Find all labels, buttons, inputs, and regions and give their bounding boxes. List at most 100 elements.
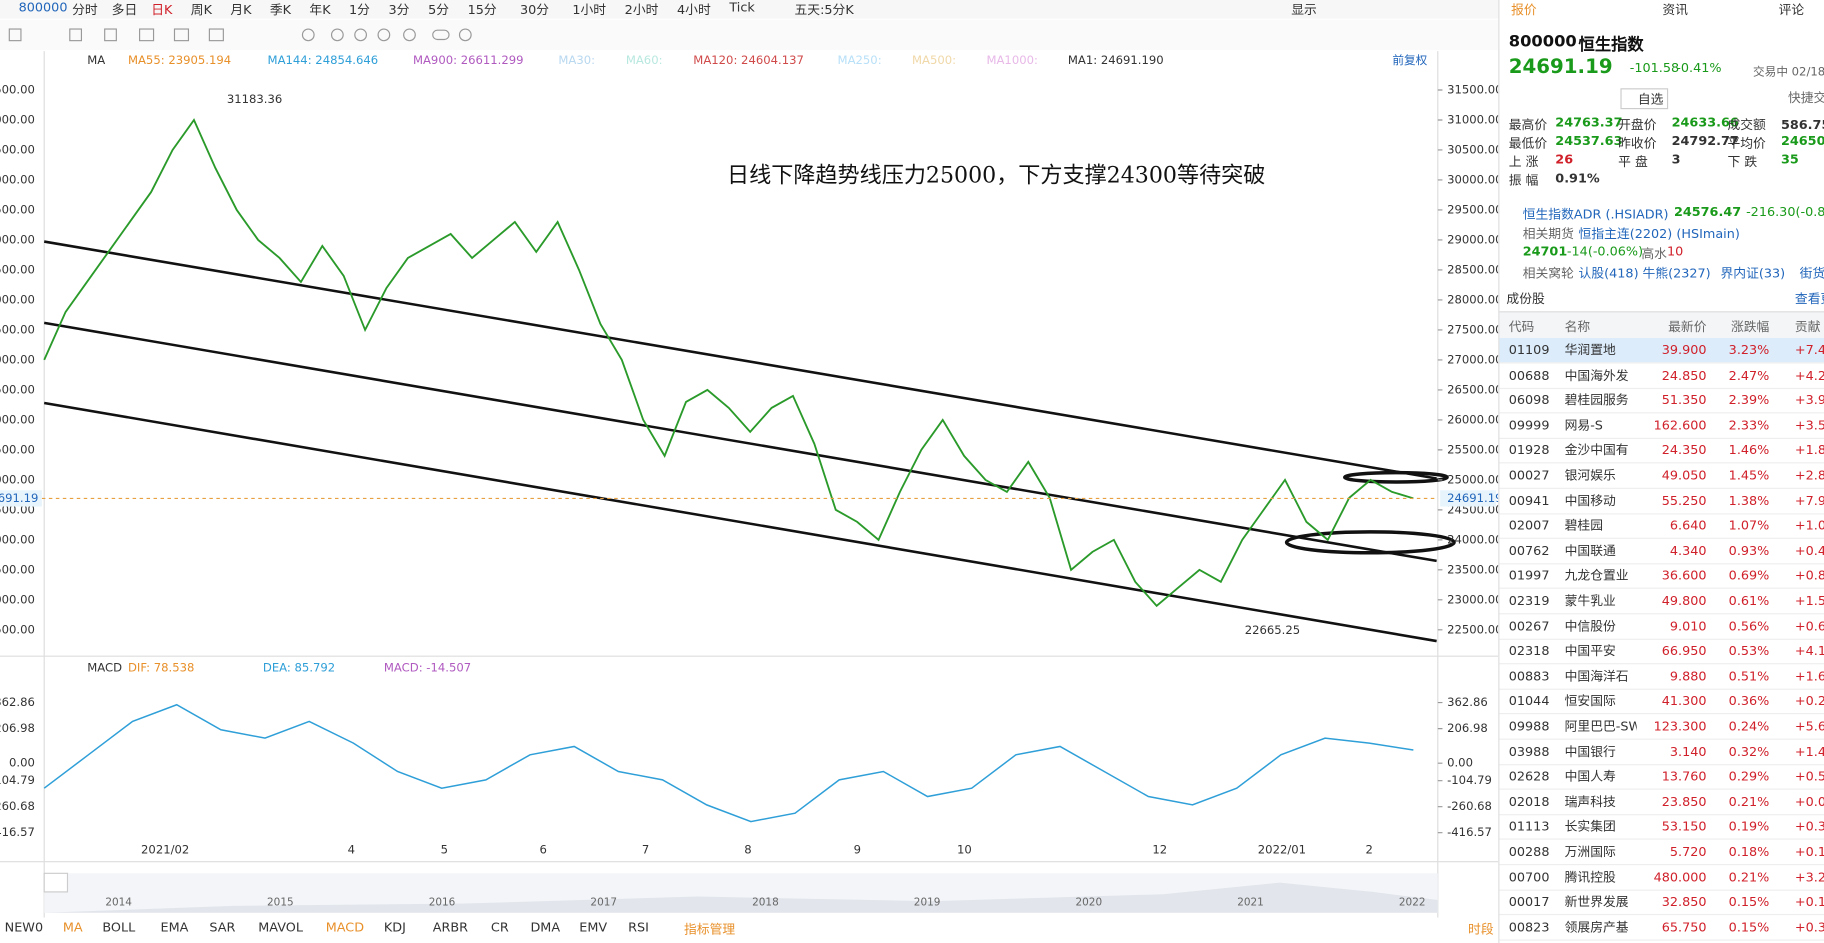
- indicator-tab[interactable]: MACD: [325, 919, 365, 935]
- stock-name[interactable]: 瑞声科技: [1564, 794, 1616, 810]
- period-tab[interactable]: 年K: [309, 2, 331, 18]
- watch-button[interactable]: 自选: [1620, 88, 1669, 110]
- stock-name[interactable]: 碧桂园: [1564, 518, 1603, 534]
- stock-price: 5.720: [1669, 844, 1707, 860]
- period-tab[interactable]: 周K: [190, 2, 212, 18]
- stock-name[interactable]: 中国联通: [1564, 543, 1616, 559]
- stock-name[interactable]: 中国移动: [1564, 493, 1616, 509]
- indicator-tab[interactable]: MAVOL: [258, 919, 303, 935]
- column-header: 名称: [1564, 319, 1591, 335]
- period-tab[interactable]: 季K: [269, 2, 292, 18]
- period-tab[interactable]: 分时: [72, 2, 98, 18]
- stock-name[interactable]: 阿里巴巴-SW: [1564, 718, 1637, 734]
- period-tab[interactable]: 多日: [111, 2, 138, 18]
- period-tab[interactable]: 30分: [519, 2, 550, 18]
- panel-tab[interactable]: 评论: [1778, 2, 1805, 18]
- stock-price: 24.850: [1661, 367, 1707, 383]
- stock-contribution: +7.99: [1794, 493, 1824, 509]
- indicator-tab[interactable]: NEW0: [4, 919, 44, 935]
- last-price-label: 24691.19: [1447, 491, 1498, 505]
- indicator-tab[interactable]: KDJ: [383, 919, 406, 935]
- stock-name[interactable]: 新世界发展: [1564, 894, 1629, 910]
- stock-name[interactable]: 中国人寿: [1564, 769, 1616, 785]
- stock-name[interactable]: 腾讯控股: [1564, 869, 1616, 885]
- y-tick-label: 22500.00: [1447, 622, 1498, 636]
- stat-label: 开盘价: [1618, 117, 1657, 133]
- stock-price: 480.000: [1653, 869, 1707, 885]
- stock-name[interactable]: 蒙牛乳业: [1564, 593, 1616, 609]
- stock-code: 00941: [1508, 493, 1550, 509]
- stock-name[interactable]: 中信股份: [1564, 618, 1616, 634]
- y-tick-label: 30500.00: [1447, 142, 1498, 156]
- period-tab[interactable]: 5分: [428, 2, 450, 18]
- period-tab[interactable]: 五天:5分K: [794, 2, 854, 18]
- indicator-tab[interactable]: MA: [62, 919, 83, 935]
- stat-value: 24763.37: [1555, 114, 1623, 131]
- restore-toggle[interactable]: 前复权: [1392, 53, 1427, 67]
- indicator-tab[interactable]: DMA: [530, 919, 561, 935]
- drawing-toolbar: [0, 19, 1499, 50]
- stock-name[interactable]: 碧桂园服务: [1564, 392, 1629, 408]
- stock-name[interactable]: 万洲国际: [1564, 844, 1616, 860]
- stock-name[interactable]: 华润置地: [1564, 342, 1616, 358]
- stock-name[interactable]: 恒安国际: [1564, 693, 1616, 709]
- period-tab[interactable]: 3分: [388, 2, 410, 18]
- indicator-name[interactable]: MACD: [87, 660, 122, 674]
- stock-price: 66.950: [1661, 643, 1707, 659]
- stock-code: 06098: [1508, 392, 1550, 408]
- stock-price: 55.250: [1661, 493, 1707, 509]
- y-tick-label-left: 24000.00: [0, 532, 35, 546]
- indicator-tab[interactable]: RSI: [628, 919, 649, 935]
- period-tab[interactable]: 1分: [348, 2, 370, 18]
- stat-label: 下 跌: [1727, 154, 1758, 170]
- stock-price: 36.600: [1661, 568, 1707, 584]
- stat-value: 3: [1671, 152, 1681, 168]
- period-tab[interactable]: 15分: [467, 2, 497, 18]
- stock-name[interactable]: 金沙中国有: [1564, 442, 1629, 459]
- indicator-name[interactable]: MA: [87, 53, 105, 67]
- macd-tick-label-left: -260.68: [0, 799, 35, 813]
- panel-tab[interactable]: 报价: [1511, 2, 1537, 18]
- stock-name[interactable]: 银河娱乐: [1564, 468, 1616, 484]
- stock-name[interactable]: 中国海洋石: [1564, 668, 1629, 684]
- stock-name[interactable]: 九龙仓置业: [1564, 568, 1629, 584]
- period-tab[interactable]: 2小时: [624, 2, 659, 18]
- stock-change: 2.47%: [1728, 367, 1770, 383]
- y-tick-label-left: 22500.00: [0, 622, 35, 636]
- overview-handle[interactable]: [43, 872, 69, 893]
- period-tab[interactable]: Tick: [729, 0, 755, 16]
- indicator-tab[interactable]: ARBR: [432, 919, 469, 935]
- stock-price: 65.750: [1661, 919, 1707, 935]
- period-tab[interactable]: 月K: [230, 2, 252, 18]
- indicator-tab[interactable]: CR: [490, 919, 509, 935]
- high-annotation: 31183.36: [227, 92, 282, 106]
- period-tab[interactable]: 日K: [151, 2, 173, 18]
- macd-label: DEA: 85.792: [263, 660, 335, 674]
- panel-tab[interactable]: 资讯: [1662, 2, 1688, 18]
- indicator-tab[interactable]: SAR: [209, 919, 236, 935]
- stock-contribution: +4.11: [1794, 643, 1824, 659]
- stock-name[interactable]: 长实集团: [1564, 819, 1616, 835]
- indicator-tab[interactable]: EMA: [160, 919, 189, 935]
- stock-name[interactable]: 领展房产基: [1564, 919, 1629, 935]
- ma-label: MA30:: [558, 53, 595, 67]
- stock-name[interactable]: 中国银行: [1564, 743, 1616, 760]
- y-tick-label: 23000.00: [1447, 592, 1498, 606]
- period-tab[interactable]: 1小时: [572, 2, 607, 18]
- stock-name[interactable]: 中国平安: [1564, 643, 1616, 659]
- stock-name[interactable]: 网易-S: [1564, 417, 1603, 433]
- warrant-link: 认股(418): [1578, 265, 1639, 282]
- stock-contribution: +1.47: [1794, 743, 1824, 760]
- indicator-tab[interactable]: BOLL: [102, 919, 136, 935]
- stock-name[interactable]: 中国海外发: [1564, 367, 1629, 383]
- ma-label: MA60:: [626, 53, 663, 67]
- stock-price: 32.850: [1661, 894, 1707, 910]
- stock-price: 13.760: [1661, 769, 1707, 785]
- row-divider: [1499, 914, 1824, 916]
- macd-tick-label-left: 206.98: [0, 721, 35, 735]
- stat-label: 平 盘: [1618, 154, 1648, 170]
- period-tab[interactable]: 4小时: [677, 2, 711, 18]
- y-tick-label-left: 23000.00: [0, 592, 35, 606]
- stat-label: 最低价: [1508, 135, 1548, 151]
- indicator-tab[interactable]: EMV: [579, 919, 608, 935]
